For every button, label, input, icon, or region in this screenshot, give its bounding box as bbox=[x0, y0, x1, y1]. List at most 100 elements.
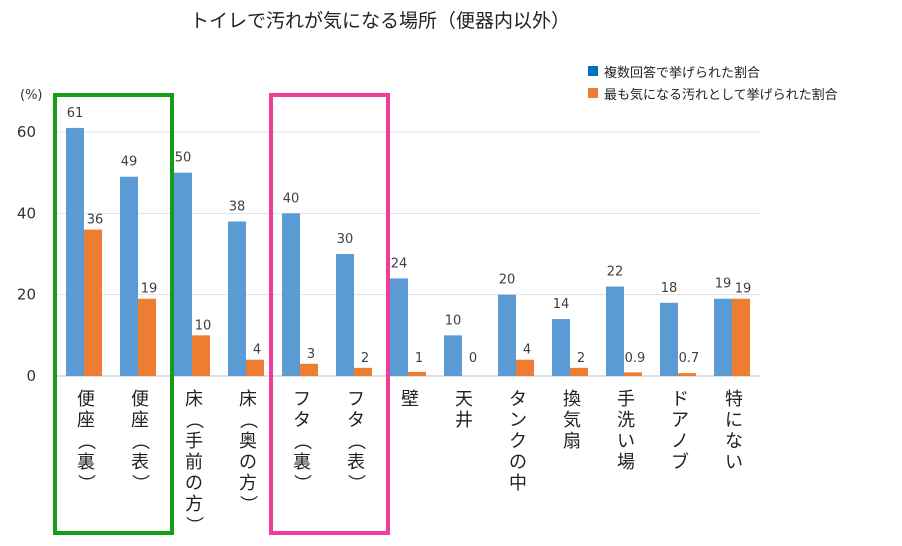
category-label-char: 便 bbox=[77, 389, 95, 410]
bar-series-2 bbox=[678, 373, 696, 376]
bar-series-2 bbox=[516, 359, 534, 376]
bar-series-1 bbox=[228, 221, 246, 376]
category-label-char: ド bbox=[671, 389, 689, 410]
category-label-char: 手 bbox=[617, 389, 635, 410]
highlight-box-1 bbox=[53, 93, 174, 535]
bar-series-2 bbox=[732, 298, 750, 376]
category-label-char: 天 bbox=[455, 389, 473, 410]
category-label-char: に bbox=[725, 410, 743, 431]
category-label-char: 気 bbox=[563, 410, 581, 431]
bar-series-1 bbox=[714, 298, 732, 376]
bar-series-1 bbox=[606, 286, 624, 376]
legend-swatch-series-1 bbox=[588, 66, 598, 76]
data-label-series-1: 50 bbox=[175, 151, 192, 166]
data-label-series-2: 19 bbox=[735, 282, 752, 297]
data-label-series-1: 14 bbox=[553, 297, 570, 312]
bar-series-2 bbox=[246, 359, 264, 376]
category-label-char: 床 bbox=[185, 389, 203, 410]
legend-item-series-2: 最も気になる汚れとして挙げられた割合 bbox=[588, 82, 838, 104]
category-label-char: 扇 bbox=[563, 431, 581, 452]
category-label-char: ク bbox=[509, 431, 527, 452]
category-label-char: 井 bbox=[455, 410, 473, 431]
data-label-series-2: 36 bbox=[87, 213, 104, 228]
category-label-char: 裏 bbox=[293, 452, 311, 473]
category-label-char: 座 bbox=[77, 410, 95, 431]
category-label-char: （ bbox=[291, 432, 312, 450]
data-label-series-1: 24 bbox=[391, 256, 408, 271]
bar-series-1 bbox=[174, 172, 192, 376]
bar-series-1 bbox=[498, 294, 516, 376]
category-label-char: 場 bbox=[617, 452, 635, 473]
category-label-char: ブ bbox=[671, 451, 689, 473]
data-label-series-1: 49 bbox=[121, 155, 138, 170]
category-label-char: 表 bbox=[131, 452, 149, 473]
category-label-char: 床 bbox=[239, 389, 257, 410]
legend-label-series-2: 最も気になる汚れとして挙げられた割合 bbox=[604, 87, 838, 103]
y-tick-label: 60 bbox=[17, 123, 36, 141]
category-label-char: 特 bbox=[725, 389, 743, 410]
category-label-char: 洗 bbox=[617, 410, 635, 431]
category-label-char: な bbox=[725, 431, 743, 452]
category-label-char: 裏 bbox=[77, 452, 95, 473]
category-label-char: 方 bbox=[185, 494, 203, 515]
legend-item-series-1: 複数回答で挙げられた割合 bbox=[588, 60, 838, 82]
data-label-series-2: 1 bbox=[415, 351, 423, 366]
category-label-char: 中 bbox=[509, 473, 527, 494]
data-label-series-1: 18 bbox=[661, 281, 678, 296]
bar-series-1 bbox=[66, 127, 84, 376]
data-label-series-2: 0.7 bbox=[679, 351, 700, 366]
data-label-series-1: 10 bbox=[445, 313, 462, 328]
category-label-char: （ bbox=[75, 432, 96, 450]
y-tick-label: 40 bbox=[17, 204, 36, 222]
category-label-char: ） bbox=[237, 495, 258, 513]
category-label-char: 手 bbox=[185, 431, 203, 452]
category-label-char: い bbox=[725, 452, 743, 473]
chart-title: トイレで汚れが気になる場所（便器内以外） bbox=[189, 10, 570, 32]
category-label-char: ン bbox=[509, 410, 527, 431]
category-label-char: タ bbox=[347, 410, 365, 431]
bar-series-1 bbox=[282, 213, 300, 376]
category-label-char: タ bbox=[509, 389, 527, 410]
data-label-series-1: 40 bbox=[283, 191, 300, 206]
data-label-series-2: 4 bbox=[253, 343, 261, 358]
category-label-char: （ bbox=[345, 432, 366, 450]
data-label-series-2: 19 bbox=[141, 282, 158, 297]
data-label-series-2: 4 bbox=[523, 343, 531, 358]
category-label-char: の bbox=[239, 452, 257, 473]
legend-label-series-1: 複数回答で挙げられた割合 bbox=[604, 65, 761, 81]
category-label-char: ） bbox=[129, 474, 150, 492]
bar-series-1 bbox=[120, 176, 138, 376]
category-label-char: ） bbox=[291, 474, 312, 492]
bar-series-2 bbox=[624, 372, 642, 376]
bar-series-2 bbox=[408, 371, 426, 376]
category-label-char: 座 bbox=[131, 410, 149, 431]
y-axis-unit-label: (%) bbox=[20, 88, 43, 103]
data-label-series-2: 2 bbox=[577, 351, 585, 366]
highlight-box-2 bbox=[269, 93, 390, 535]
category-label-char: ） bbox=[183, 516, 204, 534]
data-label-series-1: 38 bbox=[229, 199, 246, 214]
category-label-char: （ bbox=[129, 432, 150, 450]
bar-series-1 bbox=[660, 302, 678, 376]
y-tick-label: 0 bbox=[26, 367, 36, 385]
legend-swatch-series-2 bbox=[588, 88, 598, 98]
category-label-char: 換 bbox=[563, 389, 581, 410]
legend: 複数回答で挙げられた割合 最も気になる汚れとして挙げられた割合 bbox=[588, 60, 838, 104]
category-label-char: フ bbox=[293, 389, 311, 410]
data-label-series-1: 30 bbox=[337, 232, 354, 247]
data-label-series-2: 0 bbox=[469, 351, 477, 366]
y-tick-label: 20 bbox=[17, 286, 36, 304]
bar-series-1 bbox=[552, 319, 570, 376]
category-label-char: 方 bbox=[239, 473, 257, 494]
data-label-series-1: 20 bbox=[499, 273, 516, 288]
bar-series-2 bbox=[138, 298, 156, 376]
data-label-series-1: 22 bbox=[607, 265, 624, 280]
category-label-char: の bbox=[509, 452, 527, 473]
bar-series-2 bbox=[570, 367, 588, 376]
category-label-char: （ bbox=[237, 411, 258, 429]
category-label-char: （ bbox=[183, 411, 204, 429]
category-label-char: い bbox=[617, 431, 635, 452]
data-label-series-2: 3 bbox=[307, 347, 315, 362]
bar-series-2 bbox=[84, 229, 102, 376]
